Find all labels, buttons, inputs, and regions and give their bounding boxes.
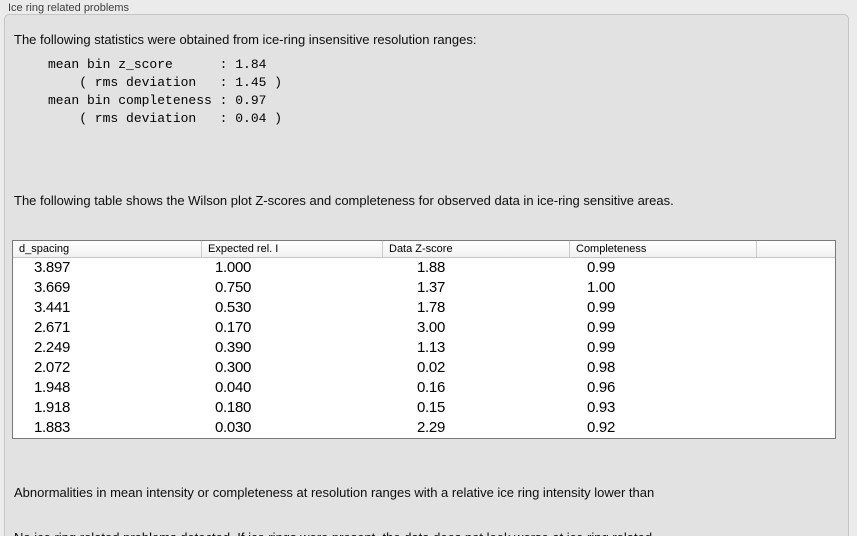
table-row[interactable]: 3.897 1.000 1.88 0.99: [13, 258, 835, 278]
table-cell: 3.897: [34, 259, 71, 276]
table-cell: 0.180: [215, 399, 252, 416]
table-header-row: d_spacing Expected rel. I Data Z-score Comp…: [13, 241, 835, 258]
description-line: The following table shows the Wilson plo…: [14, 193, 674, 208]
table-cell: 1.78: [417, 299, 445, 316]
column-header-expected-rel-i[interactable]: Expected rel. I: [202, 241, 383, 257]
table-cell: 3.669: [34, 279, 71, 296]
table-cell: 0.99: [587, 259, 615, 276]
stats-line: ( rms deviation : 0.04 ): [48, 111, 283, 126]
table-cell: 3.441: [34, 299, 71, 316]
table-row[interactable]: 2.072 0.300 0.02 0.98: [13, 358, 835, 378]
table-cell: 0.040: [215, 379, 252, 396]
table-cell: 0.99: [587, 299, 615, 316]
column-header-d-spacing[interactable]: d_spacing: [13, 241, 202, 257]
table-row[interactable]: 2.249 0.390 1.13 0.99: [13, 338, 835, 358]
stats-block: mean bin z_score : 1.84 ( rms deviation …: [48, 56, 282, 128]
table-cell: 0.93: [587, 399, 615, 416]
groupbox-title: Ice ring related problems: [8, 2, 130, 14]
table-cell: 0.02: [417, 359, 445, 376]
table-cell: 0.92: [587, 419, 615, 436]
table-cell: 0.170: [215, 319, 252, 336]
table-cell: 0.16: [417, 379, 445, 396]
column-header-data-z-score[interactable]: Data Z-score: [383, 241, 570, 257]
table-cell: 0.530: [215, 299, 252, 316]
intro-text: The following statistics were obtained f…: [14, 32, 477, 47]
table-cell: 2.249: [34, 339, 71, 356]
ignore-note-line: Abnormalities in mean intensity or compl…: [14, 485, 655, 500]
table-cell: 1.918: [34, 399, 71, 416]
table-cell: 0.99: [587, 319, 615, 336]
table-cell: 0.390: [215, 339, 252, 356]
table-cell: 2.29: [417, 419, 445, 436]
table-cell: 0.300: [215, 359, 252, 376]
stats-line: mean bin completeness : 0.97: [48, 93, 267, 108]
table-row[interactable]: 3.669 0.750 1.37 1.00: [13, 278, 835, 298]
table-cell: 0.99: [587, 339, 615, 356]
table-cell: 0.96: [587, 379, 615, 396]
column-header-completeness[interactable]: Completeness: [570, 241, 757, 257]
table-row[interactable]: 3.441 0.530 1.78 0.99: [13, 298, 835, 318]
table-cell: 1.883: [34, 419, 71, 436]
ignore-note-text: Abnormalities in mean intensity or compl…: [14, 448, 654, 536]
table-cell: 0.750: [215, 279, 252, 296]
table-cell: 1.88: [417, 259, 445, 276]
stats-line: mean bin z_score : 1.84: [48, 57, 267, 72]
table-cell: 3.00: [417, 319, 445, 336]
table-cell: 2.072: [34, 359, 71, 376]
table-cell: 1.00: [587, 279, 615, 296]
table-cell: 0.98: [587, 359, 615, 376]
table-cell: 1.13: [417, 339, 445, 356]
table-row[interactable]: 1.883 0.030 2.29 0.92: [13, 418, 835, 438]
table-body: 3.897 1.000 1.88 0.99 3.669 0.750 1.37 1.00 3.44…: [13, 258, 835, 438]
table-cell: 2.671: [34, 319, 71, 336]
table-cell: 1.948: [34, 379, 71, 396]
table-cell: 1.37: [417, 279, 445, 296]
table-cell: 1.000: [215, 259, 252, 276]
table-cell: 0.030: [215, 419, 252, 436]
column-header-filler: [757, 241, 835, 257]
stats-line: ( rms deviation : 1.45 ): [48, 75, 283, 90]
table-cell: 0.15: [417, 399, 445, 416]
conclusion-text: No ice ring related problems detected. I…: [14, 493, 652, 536]
conclusion-line: No ice ring related problems detected. I…: [14, 529, 652, 536]
table-row[interactable]: 2.671 0.170 3.00 0.99: [13, 318, 835, 338]
ice-ring-table[interactable]: d_spacing Expected rel. I Data Z-score Comp…: [12, 240, 836, 439]
table-row[interactable]: 1.918 0.180 0.15 0.93: [13, 398, 835, 418]
table-row[interactable]: 1.948 0.040 0.16 0.96: [13, 378, 835, 398]
